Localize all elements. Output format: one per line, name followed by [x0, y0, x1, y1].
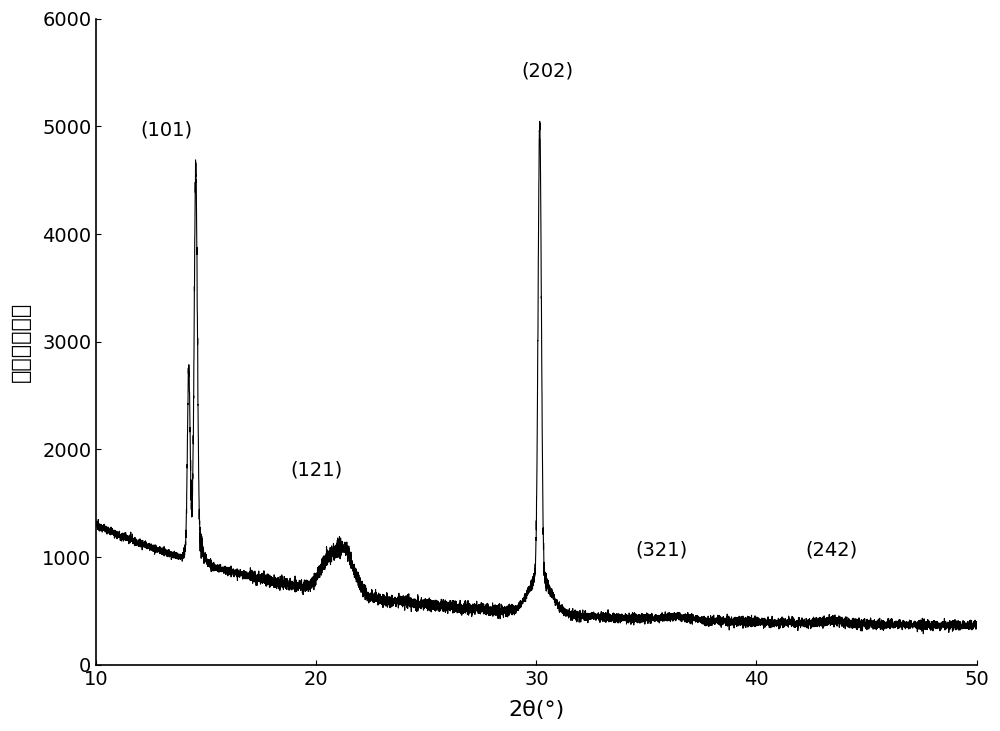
Text: (121): (121) — [290, 461, 342, 480]
Y-axis label: 蝁射相对强度: 蝁射相对强度 — [11, 302, 31, 382]
Text: (242): (242) — [805, 540, 857, 559]
Text: (101): (101) — [140, 121, 192, 139]
X-axis label: 2θ(°): 2θ(°) — [508, 700, 565, 720]
Text: (321): (321) — [635, 540, 688, 559]
Text: (202): (202) — [521, 61, 573, 80]
